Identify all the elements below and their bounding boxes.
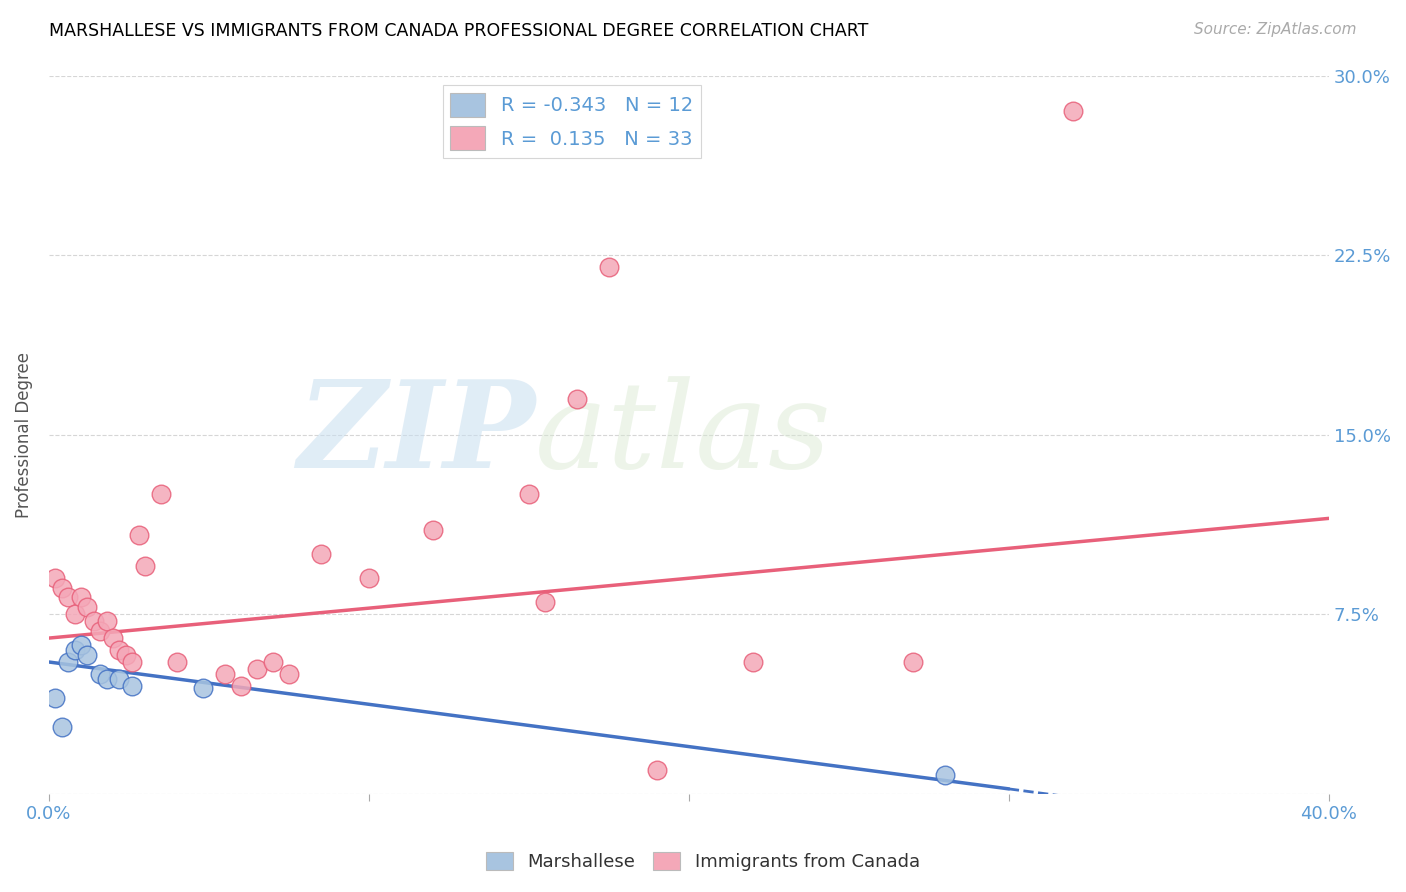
Point [934,767,956,781]
Point [309,547,332,561]
Point [76,648,98,662]
Point [51,720,73,734]
Text: MARSHALLESE VS IMMIGRANTS FROM CANADA PROFESSIONAL DEGREE CORRELATION CHART: MARSHALLESE VS IMMIGRANTS FROM CANADA PR… [49,22,869,40]
Point [44,571,66,585]
Point [741,655,763,669]
Point [108,672,131,686]
Point [89,624,111,638]
Point [83,615,105,629]
Point [149,487,172,501]
Point [214,667,236,681]
Point [191,681,214,696]
Point [108,643,131,657]
Point [121,679,143,693]
Point [517,487,540,501]
Point [278,667,301,681]
Point [565,392,588,406]
Point [645,763,668,777]
Point [134,559,156,574]
Point [229,679,252,693]
Point [598,260,620,274]
Point [262,655,284,669]
Point [51,581,73,595]
Point [70,591,93,605]
Point [357,571,380,585]
Point [166,655,188,669]
Text: atlas: atlas [536,376,832,493]
Point [89,667,111,681]
Point [70,638,93,652]
Point [121,655,143,669]
Point [63,643,86,657]
Point [76,599,98,614]
Legend: R = -0.343   N = 12, R =  0.135   N = 33: R = -0.343 N = 12, R = 0.135 N = 33 [443,86,702,158]
Legend: Marshallese, Immigrants from Canada: Marshallese, Immigrants from Canada [478,845,928,879]
Point [56,655,79,669]
Text: Source: ZipAtlas.com: Source: ZipAtlas.com [1194,22,1357,37]
Point [96,615,118,629]
Y-axis label: Professional Degree: Professional Degree [15,351,32,517]
Point [56,591,79,605]
Point [44,690,66,705]
Text: ZIP: ZIP [297,376,536,494]
Point [96,672,118,686]
Point [114,648,136,662]
Point [63,607,86,621]
Point [128,528,150,542]
Point [422,524,444,538]
Point [901,655,924,669]
Point [534,595,557,609]
Point [1062,104,1084,119]
Point [101,631,124,645]
Point [246,662,269,676]
